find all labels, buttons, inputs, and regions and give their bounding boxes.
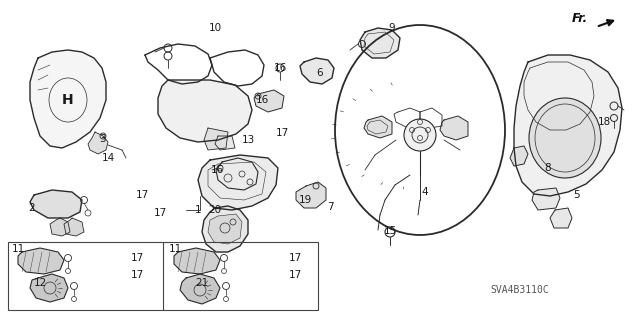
Text: 21: 21 [195, 278, 209, 288]
Text: 3: 3 [99, 134, 106, 144]
Text: 4: 4 [422, 187, 428, 197]
Polygon shape [360, 28, 400, 58]
Polygon shape [30, 50, 106, 148]
Text: 16: 16 [273, 63, 287, 73]
Polygon shape [514, 55, 622, 196]
Polygon shape [296, 182, 326, 208]
Text: 18: 18 [597, 117, 611, 127]
Text: 9: 9 [388, 23, 396, 33]
Text: 6: 6 [317, 68, 323, 78]
Polygon shape [204, 128, 228, 150]
Text: 16: 16 [255, 95, 269, 105]
Text: 11: 11 [12, 244, 24, 254]
Text: 17: 17 [131, 270, 143, 280]
Ellipse shape [529, 98, 601, 178]
Polygon shape [208, 214, 242, 244]
Text: 5: 5 [573, 190, 579, 200]
Text: 1: 1 [195, 205, 202, 215]
Text: 13: 13 [241, 135, 255, 145]
Polygon shape [510, 146, 528, 166]
Text: 19: 19 [298, 195, 312, 205]
Text: H: H [62, 93, 74, 107]
Polygon shape [364, 116, 392, 138]
Text: 17: 17 [275, 128, 289, 138]
Text: 20: 20 [209, 205, 221, 215]
Polygon shape [30, 274, 68, 302]
Polygon shape [174, 248, 220, 274]
Polygon shape [216, 158, 258, 190]
Polygon shape [198, 155, 278, 210]
Polygon shape [440, 116, 468, 140]
Text: 2: 2 [29, 203, 35, 213]
Text: 15: 15 [383, 226, 397, 236]
Text: 7: 7 [326, 202, 333, 212]
Text: 8: 8 [545, 163, 551, 173]
Polygon shape [158, 80, 252, 142]
Text: 14: 14 [101, 153, 115, 163]
Text: 11: 11 [168, 244, 182, 254]
Text: 17: 17 [289, 270, 301, 280]
Polygon shape [254, 90, 284, 112]
Polygon shape [215, 136, 235, 150]
Polygon shape [18, 248, 64, 274]
Polygon shape [50, 218, 70, 236]
Text: 17: 17 [154, 208, 166, 218]
Polygon shape [532, 188, 560, 210]
Text: 12: 12 [33, 278, 47, 288]
Polygon shape [300, 58, 334, 84]
Polygon shape [64, 218, 84, 236]
Text: Fr.: Fr. [572, 11, 588, 25]
Circle shape [404, 119, 436, 151]
Polygon shape [180, 274, 220, 304]
Text: 17: 17 [136, 190, 148, 200]
Polygon shape [88, 132, 108, 154]
Text: 10: 10 [209, 23, 221, 33]
Text: 16: 16 [211, 165, 223, 175]
Text: SVA4B3110C: SVA4B3110C [490, 285, 548, 295]
Bar [8, 242, 318, 310]
Polygon shape [550, 208, 572, 228]
Text: 17: 17 [131, 253, 143, 263]
Text: 17: 17 [289, 253, 301, 263]
Polygon shape [202, 206, 248, 252]
Polygon shape [30, 190, 82, 218]
